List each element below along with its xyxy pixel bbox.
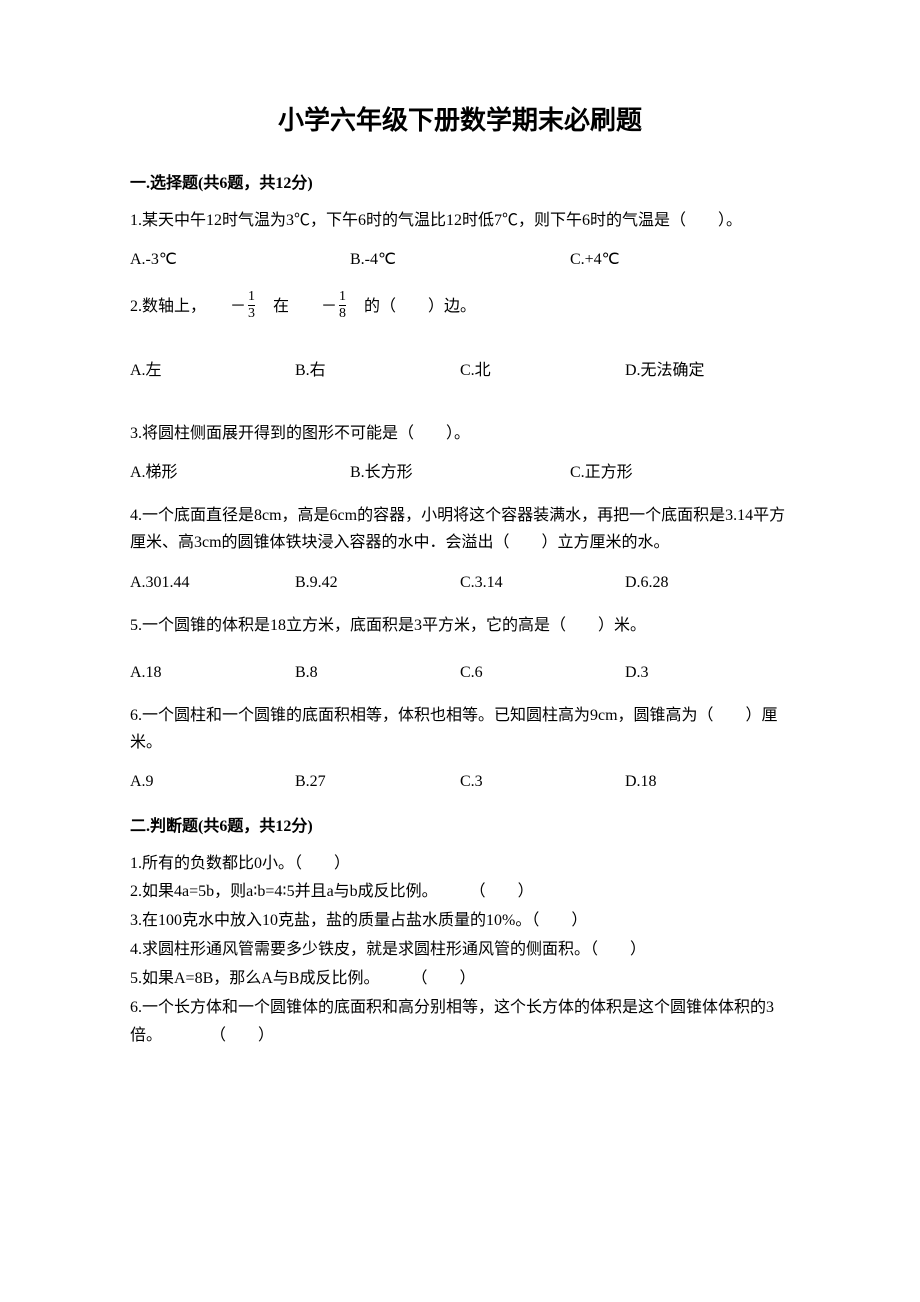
q2-suffix: 的（ ）边。 — [348, 298, 476, 315]
q5-text: 5.一个圆锥的体积是18立方米，底面积是3平方米，它的高是（ ）米。 — [130, 612, 790, 639]
question-3: 3.将圆柱侧面展开得到的图形不可能是（ ）。 A.梯形 B.长方形 C.正方形 — [130, 420, 790, 486]
q1-text: 1.某天中午12时气温为3℃，下午6时的气温比12时低7℃，则下午6时的气温是（… — [130, 207, 790, 234]
q2-frac1: 13 — [248, 290, 255, 321]
q6-optA: A.9 — [130, 768, 295, 795]
question-1: 1.某天中午12时气温为3℃，下午6时的气温比12时低7℃，则下午6时的气温是（… — [130, 207, 790, 273]
q3-text: 3.将圆柱侧面展开得到的图形不可能是（ ）。 — [130, 420, 790, 447]
q6-optD: D.18 — [625, 768, 790, 795]
q2-optB: B.右 — [295, 357, 460, 384]
tf-q6: 6.一个长方体和一个圆锥体的底面积和高分别相等，这个长方体的体积是这个圆锥体体积… — [130, 994, 790, 1052]
q3-optA: A.梯形 — [130, 459, 350, 486]
q1-optC: C.+4℃ — [570, 246, 790, 273]
q4-optA: A.301.44 — [130, 569, 295, 596]
page-title: 小学六年级下册数学期末必刷题 — [130, 100, 790, 137]
q3-options: A.梯形 B.长方形 C.正方形 — [130, 459, 790, 486]
q2-frac2: 18 — [339, 290, 346, 321]
question-2: 2.数轴上， －13 在 －18 的（ ）边。 A.左 B.右 C.北 D.无法… — [130, 289, 790, 383]
q4-text: 4.一个底面直径是8cm，高是6cm的容器，小明将这个容器装满水，再把一个底面积… — [130, 502, 790, 556]
tf-q1: 1.所有的负数都比0小。（ ） — [130, 850, 790, 879]
q5-optC: C.6 — [460, 659, 625, 686]
q4-optD: D.6.28 — [625, 569, 790, 596]
q2-frac2-den: 8 — [339, 305, 346, 321]
tf-q5: 5.如果A=8B，那么A与B成反比例。 （ ） — [130, 965, 790, 994]
q2-text: 2.数轴上， －13 在 －18 的（ ）边。 — [130, 289, 790, 324]
q2-prefix: 2.数轴上， － — [130, 298, 246, 315]
q2-frac2-num: 1 — [339, 290, 346, 305]
q2-mid: 在 － — [257, 298, 337, 315]
q5-optA: A.18 — [130, 659, 295, 686]
q2-optA: A.左 — [130, 357, 295, 384]
q4-optC: C.3.14 — [460, 569, 625, 596]
tf-q2: 2.如果4a=5b，则a∶b=4∶5并且a与b成反比例。 （ ） — [130, 878, 790, 907]
q3-optC: C.正方形 — [570, 459, 790, 486]
tf-q4: 4.求圆柱形通风管需要多少铁皮，就是求圆柱形通风管的侧面积。（ ） — [130, 936, 790, 965]
q5-optD: D.3 — [625, 659, 790, 686]
q6-text: 6.一个圆柱和一个圆锥的底面积相等，体积也相等。已知圆柱高为9cm，圆锥高为（ … — [130, 702, 790, 756]
q5-options: A.18 B.8 C.6 D.3 — [130, 659, 790, 686]
q5-optB: B.8 — [295, 659, 460, 686]
q6-optB: B.27 — [295, 768, 460, 795]
q2-options: A.左 B.右 C.北 D.无法确定 — [130, 357, 790, 384]
tf-q3: 3.在100克水中放入10克盐，盐的质量占盐水质量的10%。（ ） — [130, 907, 790, 936]
q6-optC: C.3 — [460, 768, 625, 795]
q1-optA: A.-3℃ — [130, 246, 350, 273]
q6-options: A.9 B.27 C.3 D.18 — [130, 768, 790, 795]
q2-optD: D.无法确定 — [625, 357, 790, 384]
q4-options: A.301.44 B.9.42 C.3.14 D.6.28 — [130, 569, 790, 596]
q2-frac1-num: 1 — [248, 290, 255, 305]
question-5: 5.一个圆锥的体积是18立方米，底面积是3平方米，它的高是（ ）米。 A.18 … — [130, 612, 790, 686]
q4-optB: B.9.42 — [295, 569, 460, 596]
question-4: 4.一个底面直径是8cm，高是6cm的容器，小明将这个容器装满水，再把一个底面积… — [130, 502, 790, 596]
section1-header: 一.选择题(共6题，共12分) — [130, 169, 790, 193]
question-6: 6.一个圆柱和一个圆锥的底面积相等，体积也相等。已知圆柱高为9cm，圆锥高为（ … — [130, 702, 790, 796]
q1-optB: B.-4℃ — [350, 246, 570, 273]
q2-optC: C.北 — [460, 357, 625, 384]
q1-options: A.-3℃ B.-4℃ C.+4℃ — [130, 246, 790, 273]
q3-optB: B.长方形 — [350, 459, 570, 486]
section2-header: 二.判断题(共6题，共12分) — [130, 812, 790, 836]
q2-frac1-den: 3 — [248, 305, 255, 321]
